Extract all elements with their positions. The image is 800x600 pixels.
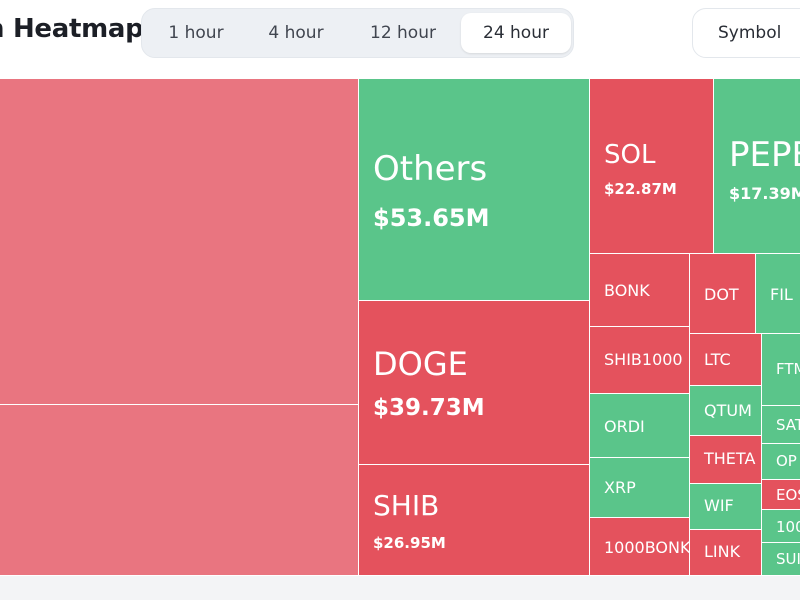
tile-fil[interactable]: FIL <box>756 254 800 334</box>
tile-dot[interactable]: DOT <box>690 254 756 334</box>
tile-ordi[interactable]: ORDI <box>590 394 690 458</box>
timeframe-tabs: 1 hour 4 hour 12 hour 24 hour <box>141 8 574 58</box>
tile-symbol: FTM <box>776 360 800 378</box>
tile-symbol: LTC <box>704 350 731 369</box>
tile-1000[interactable]: 1000 <box>762 510 800 543</box>
tile-shib[interactable]: SHIB $26.95M <box>359 465 590 576</box>
tile-sats[interactable]: SATS <box>762 406 800 444</box>
tab-1-hour[interactable]: 1 hour <box>168 23 224 43</box>
tile-value: $17.39M <box>729 184 800 203</box>
tile-bonk[interactable]: BONK <box>590 254 690 327</box>
tile-qtum[interactable]: QTUM <box>690 386 762 436</box>
tile-symbol: 1000BONK <box>604 538 690 557</box>
tile-sol[interactable]: SOL $22.87M <box>590 79 714 254</box>
tile-symbol: EOS <box>776 486 800 504</box>
tile-ftm[interactable]: FTM <box>762 334 800 406</box>
tile-symbol: BONK <box>604 281 650 300</box>
tile-value: $53.65M <box>373 204 490 232</box>
tile-op[interactable]: OP <box>762 444 800 480</box>
tile-others[interactable]: Others $53.65M <box>359 79 590 301</box>
tile-symbol: SHIB <box>373 489 440 522</box>
symbol-button-label: Symbol <box>718 23 782 43</box>
tile-symbol: FIL <box>770 285 793 304</box>
tile-doge[interactable]: DOGE $39.73M <box>359 301 590 465</box>
tile-symbol: DOT <box>704 285 739 304</box>
tab-24-hour[interactable]: 24 hour <box>461 13 571 53</box>
tile-ltc[interactable]: LTC <box>690 334 762 386</box>
tile-link[interactable]: LINK <box>690 530 762 576</box>
tile-value: $26.95M <box>373 534 446 552</box>
tile-symbol: SHIB1000 <box>604 350 683 369</box>
tile-symbol: SOL <box>604 140 656 170</box>
tile-theta[interactable]: THETA <box>690 436 762 484</box>
tab-12-hour[interactable]: 12 hour <box>370 23 436 43</box>
tile-symbol: PEPE <box>729 135 800 175</box>
heatmap: C7M Others $53.65M DOGE $39.73M SHIB $26.95M SO… <box>0 79 800 576</box>
page-title: n Heatmap <box>0 14 144 44</box>
tile-pepe[interactable]: PEPE $17.39M <box>714 79 800 254</box>
tile-symbol: SATS <box>776 416 800 434</box>
tab-4-hour[interactable]: 4 hour <box>268 23 324 43</box>
symbol-button[interactable]: Symbol <box>692 8 800 58</box>
tile-symbol: THETA <box>704 449 756 468</box>
tile-symbol: QTUM <box>704 401 752 420</box>
tile-symbol: ORDI <box>604 417 645 436</box>
tile-symbol: SUI <box>776 550 800 568</box>
tile-symbol: XRP <box>604 478 636 497</box>
tile-shib1000[interactable]: SHIB1000 <box>590 327 690 394</box>
tile-symbol: WIF <box>704 496 734 515</box>
tile-value: $39.73M <box>373 395 485 421</box>
tile-eos[interactable]: EOS <box>762 480 800 510</box>
tile-c[interactable]: C7M <box>0 79 359 405</box>
tile-symbol: Others <box>373 149 488 189</box>
tile-tile-1[interactable] <box>0 405 359 576</box>
tile-xrp[interactable]: XRP <box>590 458 690 518</box>
tile-symbol: OP <box>776 452 797 470</box>
tile-sui[interactable]: SUI <box>762 543 800 576</box>
tile-symbol: 1000 <box>776 518 800 536</box>
tile-wif[interactable]: WIF <box>690 484 762 530</box>
tile-1000bonk[interactable]: 1000BONK <box>590 518 690 576</box>
tile-symbol: DOGE <box>373 345 468 383</box>
tile-value: $22.87M <box>604 180 677 198</box>
page-title-text: n Heatmap <box>0 14 144 44</box>
tile-symbol: LINK <box>704 542 741 561</box>
footer-area <box>0 576 800 600</box>
